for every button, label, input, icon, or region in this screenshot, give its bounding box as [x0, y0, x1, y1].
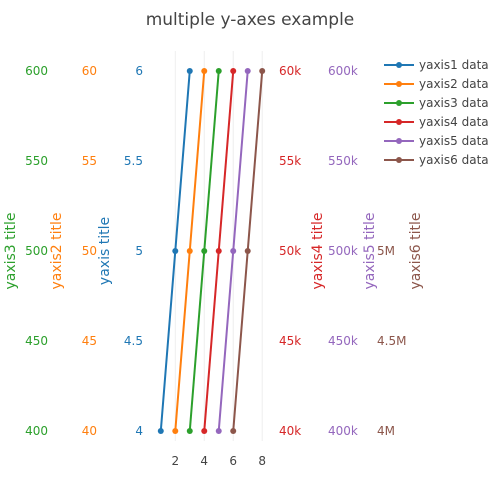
y5-tick-label: 600k	[328, 64, 358, 78]
data-point	[201, 248, 208, 254]
chart-title: multiple y-axes example	[146, 10, 355, 30]
x-tick-label: 2	[171, 454, 179, 468]
series	[157, 68, 266, 434]
legend-swatch-marker	[396, 62, 402, 68]
y3-tick-label: 450	[25, 334, 48, 348]
legend-item[interactable]: yaxis3 data	[384, 96, 489, 110]
y4-tick-label: 50k	[279, 244, 301, 258]
y4-tick-label: 55k	[279, 154, 301, 168]
axes: 2 4 6 8 4 4.5 5 5.5 6 yaxis title 40 45 50 55 60 yaxis2…	[3, 64, 424, 468]
legend-item[interactable]: yaxis5 data	[384, 134, 489, 148]
series-2	[172, 68, 208, 434]
series-6	[230, 68, 266, 434]
data-point	[215, 248, 222, 254]
legend-item[interactable]: yaxis2 data	[384, 77, 489, 91]
data-point	[230, 248, 237, 254]
y2-tick-label: 60	[82, 64, 97, 78]
y2-tick-label: 45	[82, 334, 97, 348]
y5-axis-title: yaxis5 title	[362, 212, 378, 289]
legend-label: yaxis5 data	[419, 134, 489, 148]
y1-tick-label: 4.5	[124, 334, 143, 348]
legend-label: yaxis3 data	[419, 96, 489, 110]
data-point	[215, 428, 222, 434]
legend-swatch-marker	[396, 138, 402, 144]
data-point	[244, 248, 251, 254]
legend[interactable]: yaxis1 data yaxis2 data yaxis3 data yaxis4 …	[384, 58, 489, 167]
data-point	[230, 68, 237, 74]
legend-swatch-marker	[396, 119, 402, 125]
series-1	[157, 68, 193, 434]
y6-tick-label: 4M	[377, 424, 395, 438]
data-point	[244, 68, 251, 74]
y4-tick-label: 45k	[279, 334, 301, 348]
y2-axis-title: yaxis2 title	[49, 212, 65, 289]
data-point	[259, 68, 266, 74]
y5-tick-label: 450k	[328, 334, 358, 348]
data-point	[215, 68, 222, 74]
data-point	[186, 68, 193, 74]
legend-label: yaxis1 data	[419, 58, 489, 72]
y1-tick-label: 6	[135, 64, 143, 78]
data-point	[157, 428, 164, 434]
y3-axis-title: yaxis3 title	[3, 212, 19, 289]
y6-tick-label: 4.5M	[377, 334, 406, 348]
series-5	[215, 68, 251, 434]
y3-tick-label: 500	[25, 244, 48, 258]
y3-tick-label: 400	[25, 424, 48, 438]
y4-tick-label: 60k	[279, 64, 301, 78]
y1-axis-title: yaxis title	[97, 217, 113, 285]
x-tick-label: 8	[258, 454, 266, 468]
data-point	[186, 428, 193, 434]
data-point	[201, 428, 208, 434]
legend-label: yaxis4 data	[419, 115, 489, 129]
legend-swatch-marker	[396, 157, 402, 163]
legend-item[interactable]: yaxis1 data	[384, 58, 489, 72]
legend-label: yaxis6 data	[419, 153, 489, 167]
data-point	[230, 428, 237, 434]
y1-tick-label: 4	[135, 424, 143, 438]
y2-tick-label: 40	[82, 424, 97, 438]
data-point	[201, 68, 208, 74]
y3-tick-label: 600	[25, 64, 48, 78]
y1-tick-label: 5.5	[124, 154, 143, 168]
legend-item[interactable]: yaxis4 data	[384, 115, 489, 129]
y2-tick-label: 55	[82, 154, 97, 168]
series-3	[186, 68, 222, 434]
data-point	[186, 248, 193, 254]
legend-swatch-marker	[396, 100, 402, 106]
y5-tick-label: 400k	[328, 424, 358, 438]
x-tick-label: 4	[200, 454, 208, 468]
data-point	[172, 248, 179, 254]
y3-tick-label: 550	[25, 154, 48, 168]
legend-item[interactable]: yaxis6 data	[384, 153, 489, 167]
y6-axis-title: yaxis6 title	[408, 212, 424, 289]
y4-tick-label: 40k	[279, 424, 301, 438]
y2-tick-label: 50	[82, 244, 97, 258]
legend-swatch-marker	[396, 81, 402, 87]
y5-tick-label: 550k	[328, 154, 358, 168]
x-tick-label: 6	[229, 454, 237, 468]
series-4	[201, 68, 237, 434]
y5-tick-label: 500k	[328, 244, 358, 258]
y6-tick-label: 5M	[377, 244, 395, 258]
y4-axis-title: yaxis4 title	[310, 212, 326, 289]
data-point	[172, 428, 179, 434]
legend-label: yaxis2 data	[419, 77, 489, 91]
y1-tick-label: 5	[135, 244, 143, 258]
